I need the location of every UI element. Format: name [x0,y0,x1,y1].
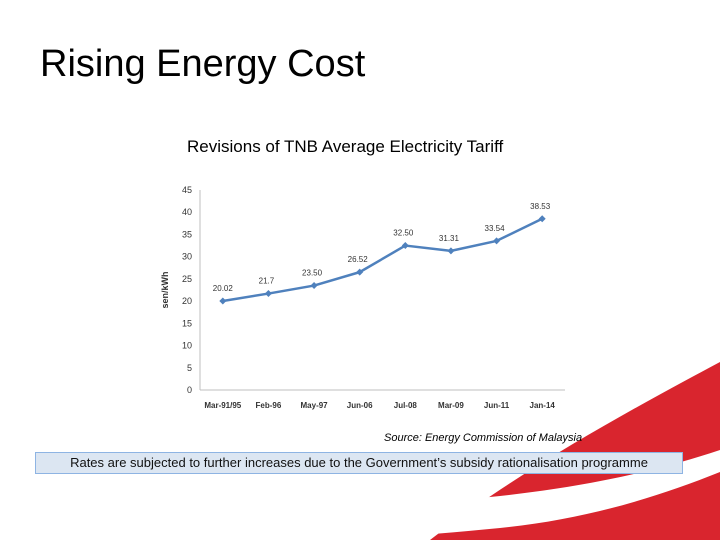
x-tick-label: Jun-11 [484,401,510,410]
data-point [356,268,364,276]
data-point [264,290,272,298]
x-tick-label: Feb-96 [256,401,282,410]
data-label: 33.54 [485,224,506,233]
data-point [219,297,227,305]
data-label: 31.31 [439,234,460,243]
source-note: Source: Energy Commission of Malaysia [384,432,583,444]
y-tick-label: 25 [182,274,192,284]
data-point [447,247,455,255]
slide-title: Rising Energy Cost [40,43,366,85]
x-tick-label: Jul-08 [394,401,418,410]
data-point [401,242,409,250]
y-axis-ticks: 0 5 10 15 20 25 30 35 40 45 [182,185,192,395]
x-axis-ticks: Mar-91/95 Feb-96 May-97 Jun-06 Jul-08 Mar-09 J… [204,401,555,410]
tariff-series [219,215,546,305]
y-tick-label: 0 [187,385,192,395]
x-tick-label: Jan-14 [530,401,556,410]
data-label: 20.02 [213,284,234,293]
data-label: 32.50 [393,229,414,238]
y-tick-label: 40 [182,207,192,217]
y-tick-label: 10 [182,341,192,351]
y-tick-label: 35 [182,229,192,239]
y-tick-label: 5 [187,363,192,373]
data-label: 38.53 [530,202,551,211]
x-tick-label: Mar-09 [438,401,464,410]
series-line [222,217,543,303]
y-tick-label: 30 [182,252,192,262]
x-tick-label: May-97 [301,401,329,410]
x-tick-label: Mar-91/95 [204,401,241,410]
data-label: 23.50 [302,269,323,278]
data-point [310,282,318,290]
data-label: 21.7 [259,277,275,286]
footer-note: Rates are subjected to further increases… [35,452,683,474]
data-label: 26.52 [348,255,369,264]
y-tick-label: 15 [182,318,192,328]
y-tick-label: 45 [182,185,192,195]
y-axis-title: sen/kWh [160,271,170,308]
x-tick-label: Jun-06 [347,401,373,410]
data-labels: 20.02 21.7 23.50 26.52 32.50 31.31 33.54 38.53 [213,202,551,293]
data-point [493,237,501,245]
data-point [538,215,546,223]
tariff-line-chart: 0 5 10 15 20 25 30 35 40 45 Mar-91/95 Feb-96 May-97… [160,185,565,410]
chart-title: Revisions of TNB Average Electricity Tar… [187,137,504,156]
y-tick-label: 20 [182,296,192,306]
